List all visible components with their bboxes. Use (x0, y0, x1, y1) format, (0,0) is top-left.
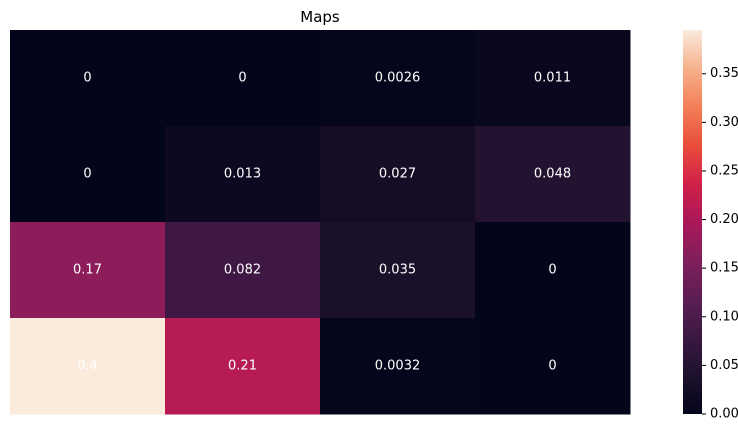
cell-label-r3-c1: 0.21 (228, 359, 257, 374)
heatmap-cell-r0-c2 (320, 30, 476, 127)
colorbar-tick-label-1: 0.05 (710, 358, 738, 373)
heatmap-cell-r1-c0 (10, 126, 166, 223)
cell-label-r1-c0: 0 (83, 167, 91, 182)
cell-label-r3-c0: 0.4 (77, 359, 98, 374)
cell-label-r2-c2: 0.035 (379, 263, 416, 278)
heatmap-cell-r1-c1 (165, 126, 321, 223)
heatmap-cell-r2-c0 (10, 222, 166, 319)
cell-label-r2-c3: 0 (548, 263, 556, 278)
colorbar-ticks: 0.00 0.05 0.10 0.15 0.20 0.25 0.30 0.35 (702, 66, 738, 422)
heatmap-cell-r2-c3 (475, 222, 631, 319)
colorbar-tick-label-0: 0.00 (710, 407, 738, 422)
cell-label-r2-c1: 0.082 (224, 263, 261, 278)
chart-title: Maps (300, 8, 340, 26)
heatmap-cell-labels: 0 0 0.0026 0.011 0 0.013 0.027 0.048 0.17 0.082 0.… (73, 71, 571, 374)
cell-label-r1-c1: 0.013 (224, 167, 261, 182)
colorbar (683, 30, 702, 414)
cell-label-r0-c1: 0 (238, 71, 246, 86)
heatmap-cell-r3-c2 (320, 318, 476, 415)
heatmap-cells (10, 30, 631, 415)
colorbar-tick-label-3: 0.15 (710, 261, 738, 276)
heatmap-cell-r3-c0 (10, 318, 166, 415)
heatmap-cell-r1-c2 (320, 126, 476, 223)
cell-label-r3-c2: 0.0032 (375, 359, 421, 374)
colorbar-tick-label-7: 0.35 (710, 66, 738, 81)
colorbar-tick-label-4: 0.20 (710, 212, 738, 227)
heatmap-cell-r3-c3 (475, 318, 631, 415)
cell-label-r0-c0: 0 (83, 71, 91, 86)
cell-label-r1-c3: 0.048 (534, 167, 571, 182)
heatmap-cell-r2-c2 (320, 222, 476, 319)
heatmap-cell-r1-c3 (475, 126, 631, 223)
heatmap-cell-r0-c0 (10, 30, 166, 127)
colorbar-tick-label-6: 0.30 (710, 115, 738, 130)
heatmap-cell-r2-c1 (165, 222, 321, 319)
heatmap-cell-r0-c1 (165, 30, 321, 127)
cell-label-r3-c3: 0 (548, 359, 556, 374)
cell-label-r2-c0: 0.17 (73, 263, 102, 278)
heatmap-cell-r3-c1 (165, 318, 321, 415)
cell-label-r0-c2: 0.0026 (375, 71, 421, 86)
heatmap-cell-r0-c3 (475, 30, 631, 127)
colorbar-tick-label-2: 0.10 (710, 309, 738, 324)
colorbar-tick-label-5: 0.25 (710, 163, 738, 178)
cell-label-r0-c3: 0.011 (534, 71, 571, 86)
cell-label-r1-c2: 0.027 (379, 167, 416, 182)
